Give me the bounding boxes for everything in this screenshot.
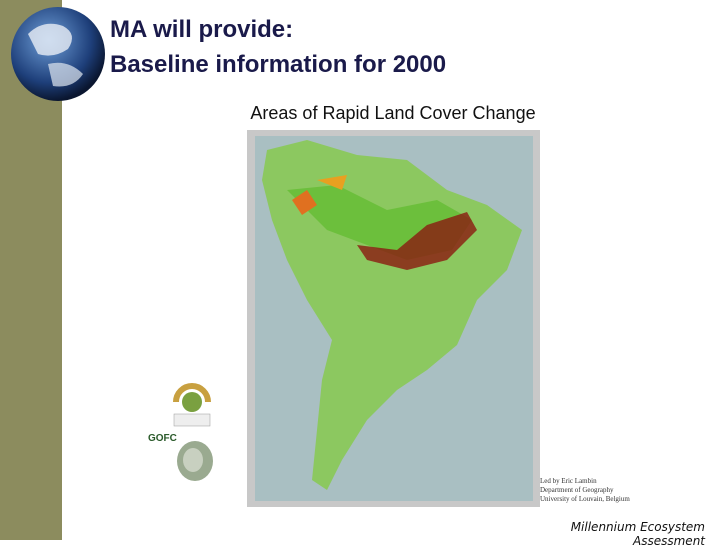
title-line: MA will provide: xyxy=(110,16,294,43)
map-credit: Led by Eric Lambin Department of Geograp… xyxy=(540,477,630,504)
globe xyxy=(11,7,105,101)
gofc-logo: GOFC xyxy=(148,433,177,444)
credit-line: Led by Eric Lambin xyxy=(540,477,597,485)
gofc-emblem xyxy=(177,441,213,481)
subtitle: Areas of Rapid Land Cover Change xyxy=(250,103,536,123)
title-line: Baseline information for 2000 xyxy=(110,51,447,78)
credit-line: University of Louvain, Belgium xyxy=(540,495,630,503)
map xyxy=(247,130,540,507)
footer: Millennium Ecosystem Assessment xyxy=(570,520,705,548)
title: MA will provide: Baseline information fo… xyxy=(110,12,446,82)
credit-line: Department of Geography xyxy=(540,486,614,494)
lucc-logo xyxy=(173,383,211,427)
